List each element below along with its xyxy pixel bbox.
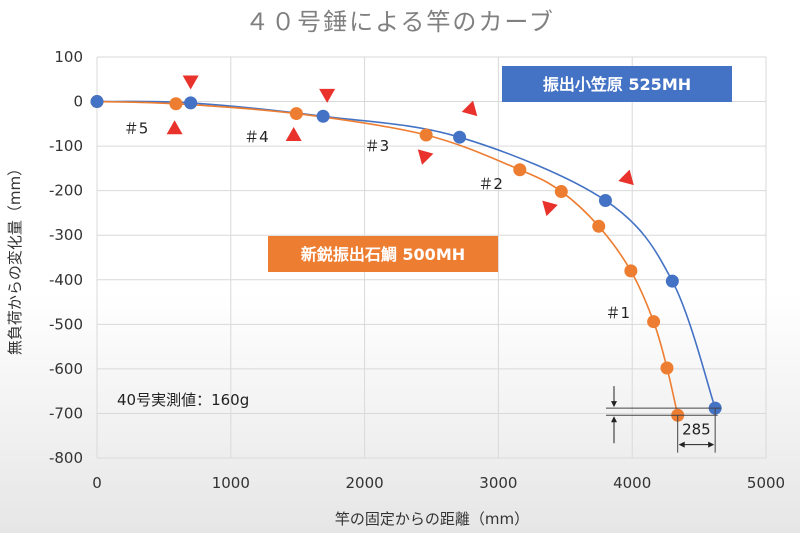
y-tick-label: -200 [49, 182, 83, 200]
x-tick-label: 3000 [479, 474, 517, 492]
legend-series-1-label: 新鋭振出石鯛 500MH [301, 245, 465, 264]
y-tick-label: -500 [49, 315, 83, 333]
series-0-point [90, 95, 104, 109]
guide-triangle-marker [285, 126, 302, 141]
series-0-point [316, 109, 330, 123]
guide-triangle-marker [618, 169, 634, 186]
chart-title: ４０号錘による竿のカーブ [245, 8, 555, 36]
legend-series-0-box [502, 66, 732, 102]
guide-label: ＃4 [244, 128, 269, 146]
series-1-point [592, 219, 606, 233]
guide-triangle-marker [319, 88, 336, 103]
annotation-layer: 285 [606, 386, 722, 453]
difference-arrow-head-left [678, 441, 685, 448]
series-0-point [665, 274, 679, 288]
upper-arrow-head [611, 401, 617, 408]
series-0-point [453, 130, 467, 144]
guide-triangle-marker [461, 100, 478, 117]
y-tick-label: -800 [49, 449, 83, 467]
series-1-point [660, 361, 674, 375]
x-axis-title: 竿の固定からの距離（mm） [335, 510, 529, 528]
series-1-point [624, 264, 638, 278]
y-tick-label: -400 [49, 271, 83, 289]
guide-triangle-marker [182, 75, 199, 90]
guide-triangle-marker [417, 149, 434, 165]
guide-label: ＃3 [365, 137, 390, 155]
x-tick-label: 4000 [613, 474, 651, 492]
y-tick-label: 100 [54, 48, 83, 66]
series-1-point [169, 97, 183, 111]
series-1-point [289, 107, 303, 121]
guide-layer: ＃5 ＃4 ＃3 ＃2 ＃1 [124, 75, 634, 322]
x-tick-label: 1000 [212, 474, 250, 492]
series-0-point [598, 193, 612, 207]
guide-triangle-marker [166, 120, 183, 135]
guide-label: ＃2 [478, 175, 503, 193]
x-tick-label: 0 [92, 474, 102, 492]
measured-weight-label: 40号実測値：160g [117, 391, 249, 409]
y-tick-label: 0 [73, 93, 83, 111]
guide-triangle-marker [542, 200, 558, 217]
legend-series-0-label: 振出小笠原 525MH [543, 75, 691, 94]
guide-label: ＃1 [605, 304, 630, 322]
y-tick-label: -600 [49, 360, 83, 378]
series-layer [90, 95, 722, 422]
series-1-point [647, 315, 661, 329]
x-tick-label: 5000 [747, 474, 785, 492]
guide-label: ＃5 [124, 119, 149, 137]
legend-series-1-box [268, 236, 498, 272]
y-tick-label: -700 [49, 404, 83, 422]
difference-label: 285 [682, 421, 711, 439]
series-1-point [554, 185, 568, 199]
y-axis-title: 無負荷からの変化量（mm） [6, 161, 24, 355]
series-1-point [513, 163, 527, 177]
lower-arrow-head [611, 416, 617, 423]
x-tick-label: 2000 [346, 474, 384, 492]
grid-layer [96, 56, 767, 459]
series-1-point [419, 128, 433, 142]
difference-arrow-head-right [708, 441, 715, 448]
series-0-point [184, 96, 198, 110]
y-tick-label: -100 [49, 137, 83, 155]
y-tick-label: -300 [49, 226, 83, 244]
